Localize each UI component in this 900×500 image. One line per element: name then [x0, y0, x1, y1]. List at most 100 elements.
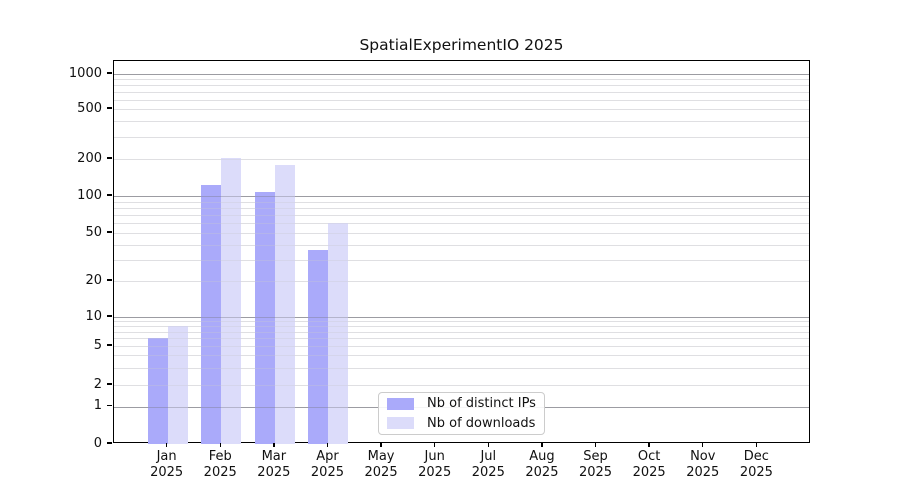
y-tick-mark — [107, 344, 112, 346]
minor-gridline-overlay — [114, 233, 809, 234]
legend-label-downloads: Nb of downloads — [427, 415, 536, 431]
y-tick-label: 5 — [93, 337, 102, 353]
y-tick-label: 1 — [93, 398, 102, 413]
year-label: 2025 — [310, 465, 344, 480]
legend-row: Nb of distinct IPs — [379, 395, 544, 413]
x-tick-mark — [165, 443, 168, 447]
minor-gridline-overlay — [114, 215, 809, 217]
x-tick-label-dec: Dec 2025 — [724, 449, 788, 481]
minor-gridline — [114, 355, 809, 357]
major-gridline-overlay — [114, 74, 809, 75]
minor-gridline-overlay — [114, 338, 809, 340]
year-label: 2025 — [471, 465, 505, 480]
minor-gridline-overlay — [114, 346, 809, 347]
month-label: Jul — [480, 449, 497, 464]
minor-gridline-overlay — [114, 331, 809, 333]
minor-gridline-overlay — [114, 207, 809, 209]
year-label: 2025 — [364, 465, 398, 480]
x-tick-label-feb: Feb 2025 — [188, 449, 252, 481]
minor-gridline — [114, 385, 809, 386]
month-label: Dec — [743, 449, 769, 464]
bar-distinct-ips-jan — [147, 338, 168, 444]
minor-gridline — [114, 259, 809, 261]
minor-gridline — [114, 207, 809, 209]
minor-gridline-overlay — [114, 99, 809, 101]
minor-gridline-overlay — [114, 223, 809, 225]
bar-downloads-feb — [221, 158, 242, 444]
minor-gridline — [114, 85, 809, 87]
x-tick-mark — [755, 443, 758, 447]
minor-gridline — [114, 99, 809, 101]
x-tick-mark — [487, 443, 489, 447]
minor-gridline — [114, 281, 809, 282]
x-tick-mark — [648, 443, 650, 447]
minor-gridline-overlay — [114, 201, 809, 203]
y-tick-label: 100 — [77, 187, 102, 203]
legend-row: Nb of downloads — [379, 414, 544, 432]
x-tick-label-jul: Jul 2025 — [456, 449, 520, 481]
month-label: Sep — [583, 449, 608, 464]
x-tick-label-apr: Apr 2025 — [295, 449, 359, 481]
month-label: Apr — [316, 449, 339, 464]
bars-layer — [114, 61, 809, 444]
x-tick-label-mar: Mar 2025 — [242, 449, 306, 481]
major-gridline — [114, 317, 809, 318]
minor-gridline-overlay — [114, 79, 809, 81]
y-tick-mark — [107, 315, 112, 317]
minor-gridline — [114, 79, 809, 81]
minor-gridline-overlay — [114, 109, 809, 110]
minor-gridline — [114, 233, 809, 234]
minor-gridline — [114, 326, 809, 328]
chart-title: SpatialExperimentIO 2025 — [359, 36, 564, 54]
y-tick-label: 500 — [77, 100, 102, 116]
minor-gridline — [114, 321, 809, 323]
plot-area — [113, 60, 810, 444]
month-label: Jan — [156, 449, 177, 464]
y-tick-mark — [107, 107, 112, 109]
minor-gridline-overlay — [114, 121, 809, 123]
month-label: Oct — [637, 449, 661, 464]
y-tick-label: 0 — [93, 435, 102, 451]
minor-gridline — [114, 338, 809, 340]
year-label: 2025 — [525, 465, 559, 480]
minor-gridline — [114, 109, 809, 110]
major-gridline — [114, 74, 809, 75]
minor-gridline — [114, 244, 809, 246]
y-tick-mark — [107, 157, 112, 159]
minor-gridline — [114, 92, 809, 93]
minor-gridline-overlay — [114, 385, 809, 386]
minor-gridline — [114, 215, 809, 217]
year-label: 2025 — [257, 465, 291, 480]
legend-swatch-distinct-ips — [387, 397, 414, 410]
year-label: 2025 — [578, 465, 613, 480]
x-tick-label-sep: Sep 2025 — [564, 449, 628, 481]
major-gridline-overlay — [114, 196, 809, 197]
y-tick-label: 2 — [93, 376, 102, 392]
minor-gridline-overlay — [114, 159, 809, 160]
minor-gridline-overlay — [114, 326, 809, 328]
legend: Nb of distinct IPs Nb of downloads — [378, 392, 545, 435]
year-label: 2025 — [150, 465, 184, 480]
month-label: May — [367, 449, 395, 464]
gridlines-under-layer — [114, 61, 809, 442]
minor-gridline — [114, 201, 809, 203]
minor-gridline-overlay — [114, 136, 809, 138]
year-label: 2025 — [632, 465, 666, 480]
y-tick-label: 20 — [85, 272, 102, 288]
x-tick-label-jun: Jun 2025 — [403, 449, 467, 481]
bar-distinct-ips-mar — [254, 192, 275, 444]
minor-gridline-overlay — [114, 259, 809, 261]
month-label: Mar — [261, 449, 287, 464]
minor-gridline — [114, 136, 809, 138]
x-tick-mark — [433, 443, 436, 447]
y-tick-mark — [107, 383, 112, 385]
y-tick-mark — [107, 72, 112, 74]
month-label: Nov — [690, 449, 716, 464]
x-tick-mark — [273, 443, 275, 447]
month-label: Aug — [529, 449, 555, 464]
month-label: Feb — [208, 449, 232, 464]
y-tick-label: 200 — [77, 150, 102, 166]
legend-label-distinct-ips: Nb of distinct IPs — [427, 396, 536, 412]
x-tick-mark — [219, 443, 221, 447]
x-tick-label-oct: Oct 2025 — [617, 449, 681, 481]
